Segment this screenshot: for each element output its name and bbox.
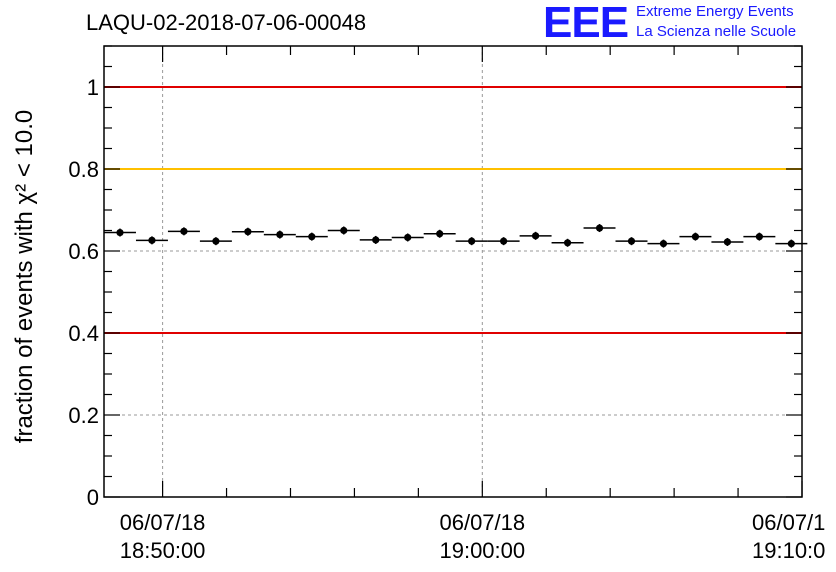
reference-lines bbox=[104, 86, 802, 334]
data-point bbox=[659, 240, 668, 248]
data-point bbox=[372, 236, 380, 244]
axis-ticks bbox=[104, 45, 803, 498]
data-point bbox=[180, 227, 188, 235]
data-point bbox=[627, 237, 636, 245]
data-point bbox=[468, 237, 476, 245]
logo-line-1: Extreme Energy Events bbox=[636, 3, 794, 20]
y-tick-label: 0.2 bbox=[68, 403, 99, 428]
y-tick-label: 1 bbox=[87, 75, 99, 100]
data-point bbox=[595, 224, 604, 232]
y-axis-title: fraction of events with χ² < 10.0 bbox=[11, 110, 38, 443]
y-tick-labels: 0 0.2 0.4 0.6 0.8 1 bbox=[68, 75, 99, 510]
data-point bbox=[212, 237, 220, 245]
x-tick-date: 06/07/18 bbox=[439, 510, 525, 535]
data-point bbox=[755, 233, 763, 241]
data-point bbox=[691, 233, 700, 241]
x-tick-date: 06/07/1 bbox=[752, 510, 825, 535]
y-tick-label: 0 bbox=[87, 485, 99, 510]
chart-title: LAQU-02-2018-07-06-00048 bbox=[86, 10, 367, 35]
data-point bbox=[276, 231, 284, 239]
y-tick-label: 0.6 bbox=[68, 239, 99, 264]
data-point bbox=[308, 233, 316, 241]
data-point bbox=[563, 239, 572, 247]
y-tick-label: 0.8 bbox=[68, 157, 99, 182]
x-tick-time: 19:10:0 bbox=[752, 538, 825, 563]
data-point bbox=[116, 228, 124, 237]
data-point bbox=[436, 230, 444, 238]
data-point bbox=[244, 228, 252, 236]
x-tick-time: 18:50:00 bbox=[120, 538, 206, 563]
x-tick-date: 06/07/18 bbox=[120, 510, 206, 535]
logo-line-2: La Scienza nelle Scuole bbox=[636, 23, 797, 40]
data-point bbox=[500, 237, 508, 245]
grid-lines bbox=[104, 46, 802, 497]
x-tick-time: 19:00:00 bbox=[439, 538, 525, 563]
data-points bbox=[104, 224, 808, 248]
data-point bbox=[404, 233, 412, 242]
plot-frame bbox=[103, 45, 803, 498]
data-point bbox=[723, 238, 732, 246]
eee-logo: EEE bbox=[543, 0, 629, 47]
y-tick-label: 0.4 bbox=[68, 321, 99, 346]
data-point bbox=[531, 232, 540, 240]
data-point bbox=[787, 240, 795, 248]
data-point bbox=[340, 226, 348, 235]
x-tick-labels: 06/07/18 18:50:00 06/07/18 19:00:00 06/07/1 1… bbox=[120, 510, 826, 563]
data-point bbox=[148, 236, 156, 244]
